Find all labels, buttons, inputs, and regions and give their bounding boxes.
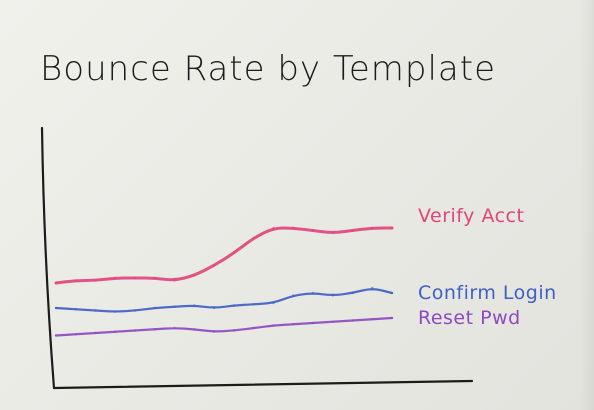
data-point-verify-acct-15 (331, 231, 334, 235)
data-point-reset-pwd-2 (74, 333, 78, 336)
data-point-verify-acct-13 (292, 226, 295, 230)
series-verify-acct: Verify Acct (54, 205, 524, 285)
data-point-reset-pwd-4 (114, 330, 117, 333)
data-point-verify-acct-6 (153, 276, 156, 280)
data-point-confirm-login-5 (133, 309, 137, 312)
data-point-confirm-login-3 (94, 309, 97, 312)
series-line-confirm-login (54, 288, 394, 313)
data-point-verify-acct-1 (54, 281, 58, 285)
data-point-confirm-login-2 (74, 308, 78, 311)
data-point-verify-acct-17 (371, 226, 374, 230)
data-point-verify-acct-14 (311, 229, 315, 232)
data-point-reset-pwd-16 (351, 319, 354, 322)
data-point-confirm-login-8 (193, 304, 196, 307)
data-point-verify-acct-9 (212, 264, 216, 267)
data-point-reset-pwd-14 (311, 321, 315, 325)
data-point-reset-pwd-15 (331, 320, 334, 323)
data-point-verify-acct-7 (173, 279, 176, 282)
data-point-confirm-login-15 (331, 294, 334, 297)
data-point-verify-acct-11 (252, 236, 255, 240)
data-point-verify-acct-10 (232, 251, 236, 255)
x-axis (52, 379, 474, 390)
data-point-verify-acct-3 (94, 279, 97, 282)
data-point-confirm-login-18 (390, 291, 394, 295)
data-point-confirm-login-10 (232, 304, 236, 307)
data-point-reset-pwd-13 (292, 323, 295, 326)
data-point-verify-acct-16 (351, 229, 354, 232)
series-label-reset-pwd: Reset Pwd (418, 307, 521, 329)
series-layer: Verify Acct Confirm Login Reset Pwd (54, 205, 557, 337)
y-axis (40, 126, 56, 390)
data-point-reset-pwd-9 (212, 330, 216, 333)
data-point-confirm-login-12 (272, 301, 275, 305)
data-point-confirm-login-7 (173, 305, 176, 308)
data-point-reset-pwd-12 (272, 324, 275, 327)
data-point-confirm-login-11 (252, 303, 255, 306)
data-point-reset-pwd-10 (232, 329, 236, 332)
series-label-verify-acct: Verify Acct (418, 205, 524, 227)
series-confirm-login: Confirm Login (54, 282, 557, 313)
data-point-verify-acct-18 (390, 226, 394, 230)
series-line-reset-pwd (54, 316, 394, 337)
chart-title: Bounce Rate by Template (40, 49, 496, 89)
data-point-confirm-login-6 (153, 306, 156, 310)
series-label-confirm-login: Confirm Login (418, 282, 557, 304)
data-point-verify-acct-8 (193, 274, 196, 277)
data-point-reset-pwd-11 (252, 326, 255, 330)
data-point-reset-pwd-5 (133, 329, 137, 332)
data-point-confirm-login-14 (311, 291, 315, 295)
data-point-confirm-login-9 (212, 306, 216, 310)
data-point-reset-pwd-8 (193, 328, 196, 331)
data-point-confirm-login-13 (292, 294, 295, 297)
data-point-confirm-login-1 (54, 306, 58, 310)
data-point-reset-pwd-3 (94, 331, 97, 335)
data-point-reset-pwd-7 (173, 326, 176, 330)
data-point-verify-acct-2 (74, 279, 78, 282)
data-point-confirm-login-4 (114, 310, 117, 313)
data-point-verify-acct-12 (272, 226, 275, 230)
series-reset-pwd: Reset Pwd (54, 307, 521, 337)
data-point-reset-pwd-18 (390, 316, 394, 320)
series-line-verify-acct (54, 226, 394, 285)
data-point-reset-pwd-17 (371, 318, 374, 321)
data-point-verify-acct-5 (133, 276, 137, 280)
data-point-reset-pwd-1 (54, 334, 58, 337)
data-point-verify-acct-4 (114, 276, 117, 280)
data-point-confirm-login-16 (351, 291, 354, 295)
data-point-confirm-login-17 (371, 286, 374, 290)
axes (40, 126, 474, 390)
data-point-reset-pwd-6 (153, 328, 156, 331)
